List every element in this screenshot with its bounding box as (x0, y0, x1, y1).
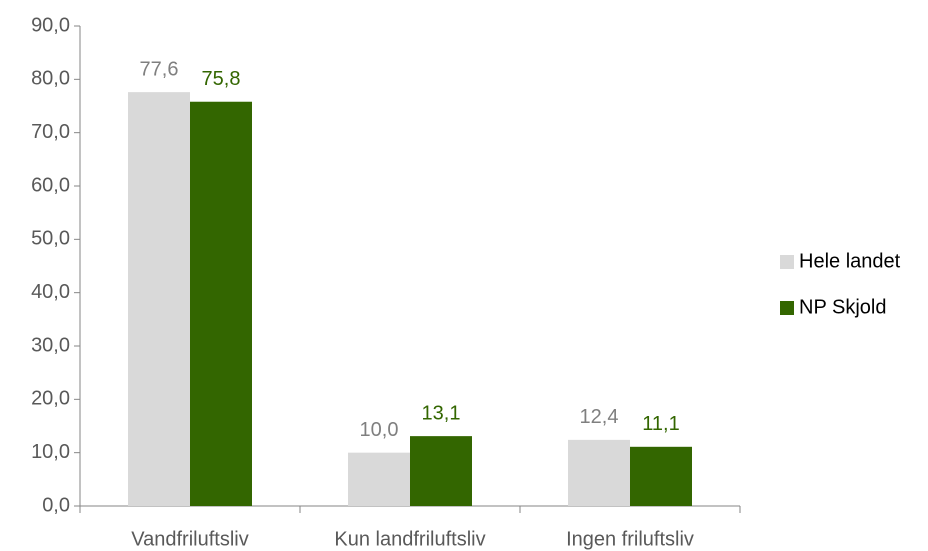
y-tick-label: 10,0 (31, 441, 70, 463)
value-label: 10,0 (360, 419, 399, 441)
y-tick-label: 80,0 (31, 68, 70, 90)
y-tick-label: 30,0 (31, 334, 70, 356)
legend-swatch (780, 255, 794, 269)
value-label: 77,6 (140, 58, 179, 80)
bar (128, 92, 190, 506)
y-tick-label: 20,0 (31, 388, 70, 410)
bar (410, 436, 472, 506)
bar (348, 452, 410, 506)
value-label: 12,4 (580, 406, 619, 428)
x-tick-label: Kun landfriluftsliv (334, 528, 485, 550)
x-tick-label: Vandfriluftsliv (131, 528, 248, 550)
value-label: 13,1 (422, 402, 461, 424)
value-label: 11,1 (642, 413, 679, 435)
bar (630, 446, 692, 506)
y-tick-label: 40,0 (31, 281, 70, 303)
value-label: 75,8 (202, 68, 241, 90)
x-tick-label: Ingen friluftsliv (566, 528, 694, 550)
legend-label: Hele landet (799, 250, 901, 272)
y-tick-label: 0,0 (42, 494, 70, 516)
legend-swatch (780, 301, 794, 315)
y-tick-label: 50,0 (31, 228, 70, 250)
bar (190, 101, 252, 506)
bar (568, 439, 630, 506)
legend-label: NP Skjold (799, 296, 886, 318)
y-tick-label: 60,0 (31, 174, 70, 196)
y-tick-label: 70,0 (31, 121, 70, 143)
y-tick-label: 90,0 (31, 14, 70, 36)
